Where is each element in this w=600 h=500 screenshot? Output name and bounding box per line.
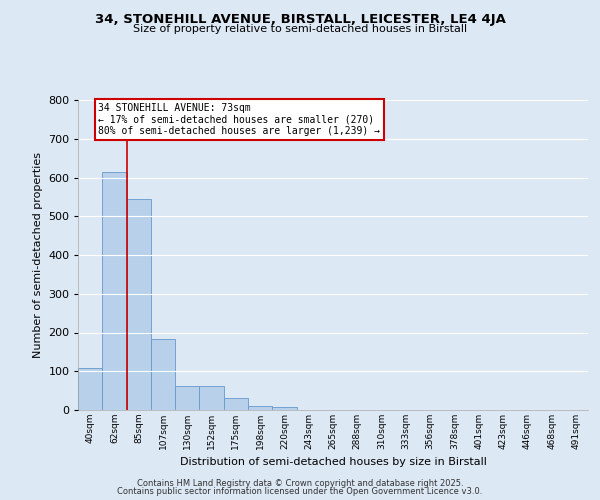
- Bar: [224, 398, 248, 410]
- Text: Contains HM Land Registry data © Crown copyright and database right 2025.: Contains HM Land Registry data © Crown c…: [137, 478, 463, 488]
- Bar: [78, 368, 102, 410]
- Y-axis label: Number of semi-detached properties: Number of semi-detached properties: [33, 152, 43, 358]
- Bar: [272, 407, 296, 410]
- Bar: [175, 386, 199, 410]
- X-axis label: Distribution of semi-detached houses by size in Birstall: Distribution of semi-detached houses by …: [179, 458, 487, 468]
- Text: Size of property relative to semi-detached houses in Birstall: Size of property relative to semi-detach…: [133, 24, 467, 34]
- Text: 34, STONEHILL AVENUE, BIRSTALL, LEICESTER, LE4 4JA: 34, STONEHILL AVENUE, BIRSTALL, LEICESTE…: [95, 12, 505, 26]
- Bar: [248, 406, 272, 410]
- Text: Contains public sector information licensed under the Open Government Licence v3: Contains public sector information licen…: [118, 487, 482, 496]
- Bar: [151, 339, 175, 410]
- Text: 34 STONEHILL AVENUE: 73sqm
← 17% of semi-detached houses are smaller (270)
80% o: 34 STONEHILL AVENUE: 73sqm ← 17% of semi…: [98, 103, 380, 136]
- Bar: [102, 172, 127, 410]
- Bar: [199, 386, 224, 410]
- Bar: [127, 199, 151, 410]
